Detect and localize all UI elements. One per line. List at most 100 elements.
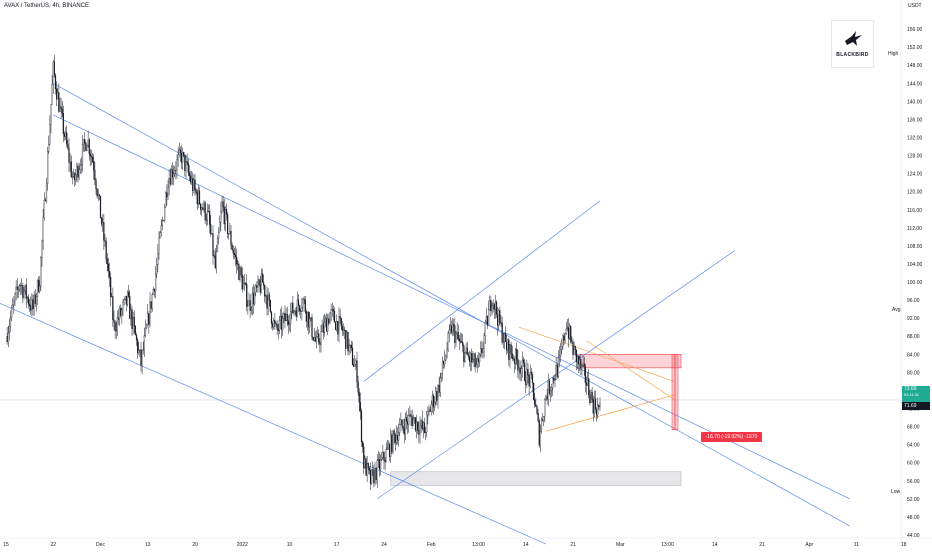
- candle-body: [374, 468, 376, 484]
- price-tick-label: 108.00: [907, 244, 923, 250]
- candle: [243, 273, 246, 291]
- candle-body: [470, 353, 472, 362]
- candle-body: [167, 187, 169, 198]
- candle-body: [540, 419, 543, 432]
- candle-body: [427, 411, 429, 415]
- time-axis: 15 22 Dec 13 20 2022 10 17 24 Feb 13:00 14 21 Mar 13:0…: [0, 537, 932, 548]
- candle-body: [527, 368, 529, 376]
- candle: [67, 139, 69, 150]
- time-tick-label: 2022: [237, 542, 248, 548]
- candle: [16, 277, 18, 299]
- trendline-1: [53, 82, 850, 527]
- candle: [294, 307, 296, 315]
- candle-body: [366, 463, 368, 476]
- candle-body: [146, 324, 148, 329]
- candle-body: [367, 463, 369, 469]
- candle-body: [516, 348, 518, 360]
- candle: [200, 203, 202, 215]
- candle: [263, 274, 265, 290]
- candle: [488, 300, 490, 326]
- candle-body: [314, 337, 316, 342]
- candle: [533, 382, 535, 401]
- candle-body: [212, 233, 214, 256]
- candle-body: [191, 178, 193, 183]
- candle: [171, 162, 174, 185]
- candle-body: [385, 449, 387, 462]
- candle-body: [308, 311, 310, 328]
- candle-body: [203, 202, 205, 210]
- candle: [465, 342, 467, 354]
- candle-body: [338, 316, 340, 335]
- candle: [471, 348, 473, 372]
- candle: [143, 327, 145, 358]
- candle-body: [144, 327, 147, 336]
- candle-body: [234, 254, 237, 258]
- candle: [203, 200, 205, 213]
- candle: [539, 424, 541, 453]
- candle: [362, 440, 364, 453]
- candle-countdown: 01:11:11: [904, 392, 919, 397]
- candle: [529, 364, 531, 389]
- candle-body: [579, 359, 581, 365]
- candle: [146, 323, 148, 330]
- price-tick-label: 56.00: [907, 479, 920, 485]
- candle: [336, 314, 338, 332]
- candle: [526, 359, 528, 388]
- candle: [516, 342, 518, 366]
- candle: [301, 297, 303, 321]
- candle-body: [454, 325, 456, 343]
- candle-body: [153, 289, 156, 292]
- candle: [309, 312, 311, 334]
- candle-body: [525, 380, 527, 385]
- candle: [372, 461, 374, 476]
- candle-body: [80, 164, 82, 166]
- candle: [311, 313, 313, 341]
- candle: [231, 242, 233, 251]
- candle-body: [225, 208, 228, 215]
- candle-body: [482, 348, 484, 353]
- candle-body: [232, 249, 234, 254]
- candle: [396, 427, 399, 445]
- candle: [477, 351, 480, 368]
- candle: [351, 341, 354, 366]
- candle-body: [297, 299, 300, 306]
- candle-body: [128, 291, 130, 297]
- candle: [494, 294, 496, 319]
- candle-body: [160, 225, 162, 233]
- candle-body: [509, 344, 511, 360]
- candle-body: [211, 233, 213, 235]
- candle: [165, 191, 167, 208]
- candle: [31, 293, 33, 317]
- candle: [499, 306, 501, 326]
- candle: [547, 373, 549, 407]
- candle: [138, 342, 140, 355]
- candle: [62, 105, 64, 143]
- candle: [115, 321, 117, 339]
- time-tick-label: Feb: [427, 542, 436, 548]
- candle-body: [493, 303, 495, 310]
- candle-body: [220, 211, 222, 223]
- candle: [214, 247, 216, 270]
- candle: [327, 313, 329, 336]
- candle: [157, 244, 159, 273]
- candle: [590, 389, 592, 404]
- candle-body: [539, 431, 541, 446]
- candle-body: [179, 149, 181, 154]
- candle: [288, 314, 291, 332]
- candle: [373, 464, 375, 488]
- candle: [314, 331, 316, 343]
- candle-body: [462, 342, 464, 346]
- candle: [159, 230, 161, 239]
- candle-body: [331, 309, 333, 311]
- candle-body: [75, 174, 77, 181]
- candle: [569, 323, 571, 341]
- candle-body: [376, 460, 378, 480]
- candle: [555, 357, 557, 381]
- candle: [575, 349, 577, 371]
- candle-body: [429, 409, 431, 412]
- candle: [98, 193, 100, 201]
- candle-body: [511, 353, 513, 359]
- candle-body: [266, 295, 268, 309]
